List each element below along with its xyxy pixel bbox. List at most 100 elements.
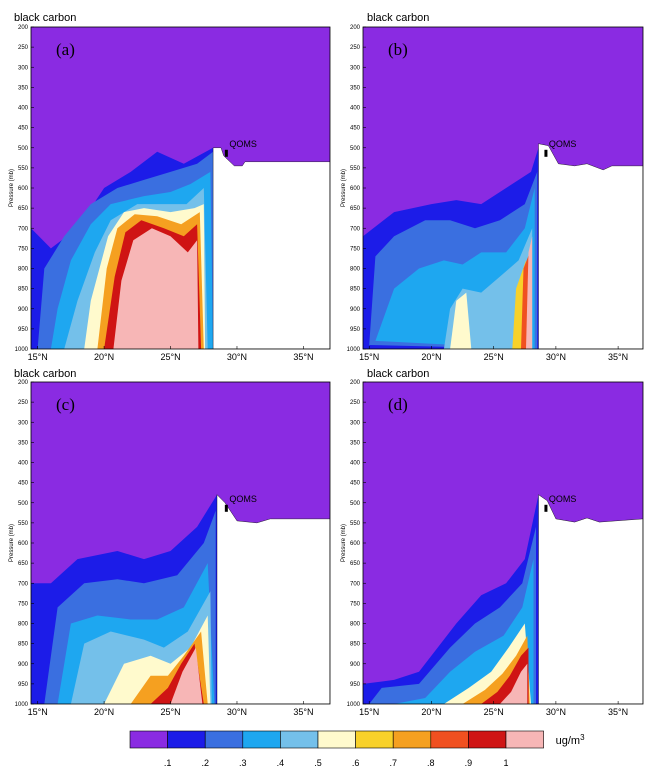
x-tick-label: 20°N (421, 352, 441, 362)
y-tick-label: 300 (350, 65, 361, 71)
y-tick-label: 350 (350, 440, 361, 446)
y-tick-label: 900 (18, 307, 29, 313)
colorbar-level: .3 (239, 758, 247, 768)
y-tick-label: 1000 (347, 702, 361, 708)
terrain (216, 494, 330, 704)
y-tick-label: 700 (18, 581, 29, 587)
panel-title: black carbon (367, 12, 429, 24)
y-tick-label: 200 (18, 25, 29, 31)
colorbar-level: .8 (427, 758, 435, 768)
y-tick-label: 550 (18, 521, 29, 527)
panel-title: black carbon (14, 368, 76, 380)
y-axis-label: Pressure (mb) (341, 169, 347, 207)
colorbar-swatch (392, 730, 432, 749)
site-label: QOMS (549, 139, 577, 149)
y-tick-label: 700 (18, 226, 29, 232)
x-tick-label: 25°N (160, 707, 180, 717)
site-label: QOMS (229, 139, 257, 149)
y-tick-label: 400 (350, 106, 361, 112)
y-tick-label: 500 (18, 146, 29, 152)
y-tick-label: 500 (350, 146, 361, 152)
y-tick-label: 950 (18, 682, 29, 688)
y-tick-label: 900 (350, 662, 361, 668)
x-tick-label: 30°N (227, 352, 247, 362)
y-tick-label: 950 (18, 327, 29, 333)
panel-title: black carbon (367, 368, 429, 380)
site-marker (224, 504, 228, 512)
y-axis-label: Pressure (mb) (9, 169, 15, 207)
y-tick-label: 450 (350, 126, 361, 132)
x-tick-label: 20°N (421, 707, 441, 717)
y-tick-label: 1000 (347, 347, 361, 353)
colorbar-unit-base: ug/m (556, 735, 580, 747)
contour-band (499, 663, 528, 704)
x-tick-label: 20°N (94, 352, 114, 362)
y-tick-label: 300 (18, 65, 29, 71)
site-label: QOMS (549, 494, 577, 504)
x-tick-label: 15°N (359, 352, 379, 362)
colorbar-swatch (242, 730, 281, 749)
y-tick-label: 750 (18, 601, 29, 607)
site-marker (544, 504, 548, 512)
y-tick-label: 650 (18, 206, 29, 212)
colorbar-level: 1 (503, 758, 508, 768)
colorbar: .1 .2 .3 .4 .5 .6 .7 .8 .9 1 ug/m3 (129, 730, 585, 768)
panel-2: QOMS black carbon (b) 200 250 300 350 400 450 500… (341, 12, 644, 362)
y-tick-label: 550 (18, 166, 29, 172)
y-tick-label: 1000 (15, 702, 29, 708)
y-tick-label: 200 (350, 25, 361, 31)
colorbar-level: .5 (314, 758, 322, 768)
colorbar-level: .1 (164, 758, 172, 768)
y-tick-label: 850 (350, 287, 361, 293)
colorbar-level: .7 (389, 758, 397, 768)
y-tick-label: 600 (18, 541, 29, 547)
x-tick-label: 30°N (227, 707, 247, 717)
y-tick-label: 650 (350, 206, 361, 212)
colorbar-swatch (317, 730, 356, 749)
terrain (538, 494, 643, 704)
x-tick-label: 15°N (359, 707, 379, 717)
colorbar-swatch (204, 730, 244, 749)
colorbar-swatch (355, 730, 394, 749)
plot-area (363, 382, 643, 704)
x-tick-label: 35°N (608, 707, 628, 717)
x-tick-label: 35°N (608, 352, 628, 362)
y-tick-label: 750 (350, 601, 361, 607)
colorbar-swatch (129, 730, 168, 749)
y-tick-label: 300 (18, 420, 29, 426)
y-tick-label: 950 (350, 327, 361, 333)
y-tick-label: 850 (350, 642, 361, 648)
colorbar-swatch (430, 730, 469, 749)
y-tick-label: 450 (350, 481, 361, 487)
contour-band (450, 292, 472, 349)
plot-area (363, 27, 643, 349)
colorbar-level: .4 (277, 758, 285, 768)
colorbar-unit-sup: 3 (580, 733, 585, 742)
y-tick-label: 650 (350, 561, 361, 567)
y-tick-label: 900 (350, 307, 361, 313)
y-tick-label: 800 (350, 267, 361, 273)
y-tick-label: 250 (350, 400, 361, 406)
colorbar-swatch (468, 730, 507, 749)
colorbar-level: .6 (352, 758, 360, 768)
terrain (538, 143, 643, 349)
site-label: QOMS (229, 494, 257, 504)
y-tick-label: 800 (18, 622, 29, 628)
panel-label: (d) (388, 395, 408, 414)
panel-3: QOMS black carbon (c) 200 250 300 350 400 450 500… (9, 368, 331, 717)
y-tick-label: 350 (350, 85, 361, 91)
y-tick-label: 750 (18, 246, 29, 252)
y-tick-label: 800 (350, 622, 361, 628)
colorbar-level: .9 (465, 758, 473, 768)
colorbar-swatch (167, 730, 206, 749)
panel-title: black carbon (14, 12, 76, 24)
x-tick-label: 15°N (28, 707, 48, 717)
y-axis-label: Pressure (mb) (9, 524, 15, 562)
colorbar-unit: ug/m3 (556, 733, 585, 748)
y-tick-label: 950 (350, 682, 361, 688)
y-tick-label: 550 (350, 521, 361, 527)
x-tick-label: 15°N (28, 352, 48, 362)
plot-area (31, 27, 330, 349)
panel-label: (a) (56, 40, 75, 59)
